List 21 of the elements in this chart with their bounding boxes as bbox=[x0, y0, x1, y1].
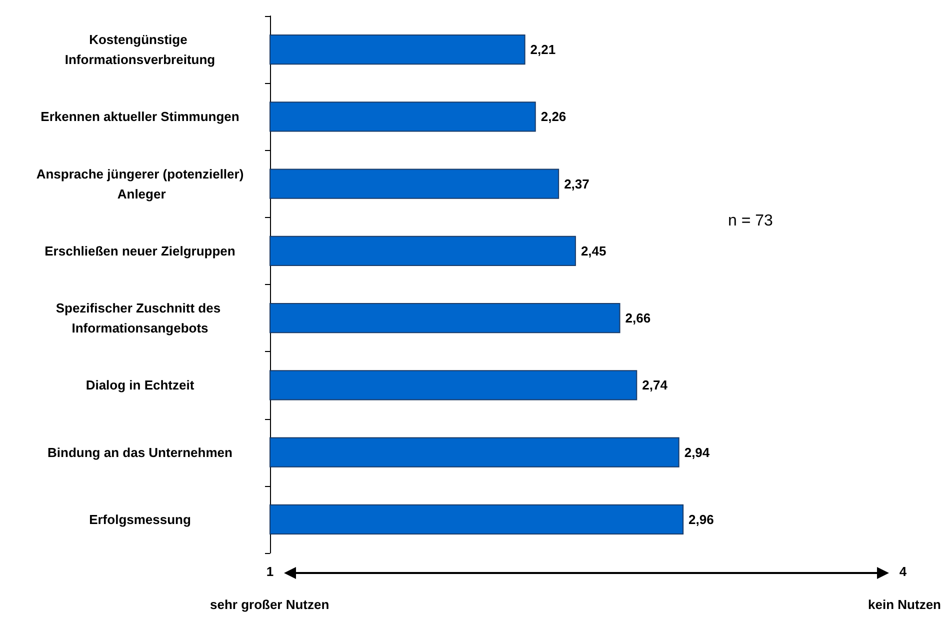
y-tick-label: Erkennen aktueller Stimmungen bbox=[40, 109, 240, 124]
data-label: 2,21 bbox=[530, 42, 556, 58]
data-label: 2,94 bbox=[684, 444, 710, 460]
y-tick-label: Spezifischer Zuschnitt des Informationsangebots bbox=[56, 300, 224, 336]
y-tick-label: Bindung an das Unternehmen bbox=[48, 444, 233, 460]
text: kein Nutzen bbox=[868, 597, 942, 612]
annotation: n = 73 bbox=[728, 212, 774, 230]
data-label: 2,26 bbox=[540, 109, 566, 124]
data-label: 2,45 bbox=[580, 243, 606, 258]
data-label: 2,74 bbox=[642, 378, 668, 393]
x-tick-label: 1 bbox=[266, 564, 274, 579]
data-label: 2,66 bbox=[625, 310, 651, 326]
y-tick-label: Dialog in Echtzeit bbox=[86, 378, 195, 393]
y-tick-label: Erschließen neuer Zielgruppen bbox=[44, 243, 236, 258]
data-label: 2,96 bbox=[688, 512, 714, 527]
x-tick-label: 4 bbox=[899, 564, 908, 579]
y-tick-label: Erfolgsmessung bbox=[89, 512, 191, 527]
data-label: 2,37 bbox=[564, 176, 590, 192]
y-tick-label: Kostengünstige Informationsverbreitung bbox=[64, 32, 216, 68]
text: sehr großer Nutzen bbox=[210, 597, 330, 612]
y-tick-label: Ansprache jüngerer (potenzieller) Anleger bbox=[36, 166, 244, 202]
